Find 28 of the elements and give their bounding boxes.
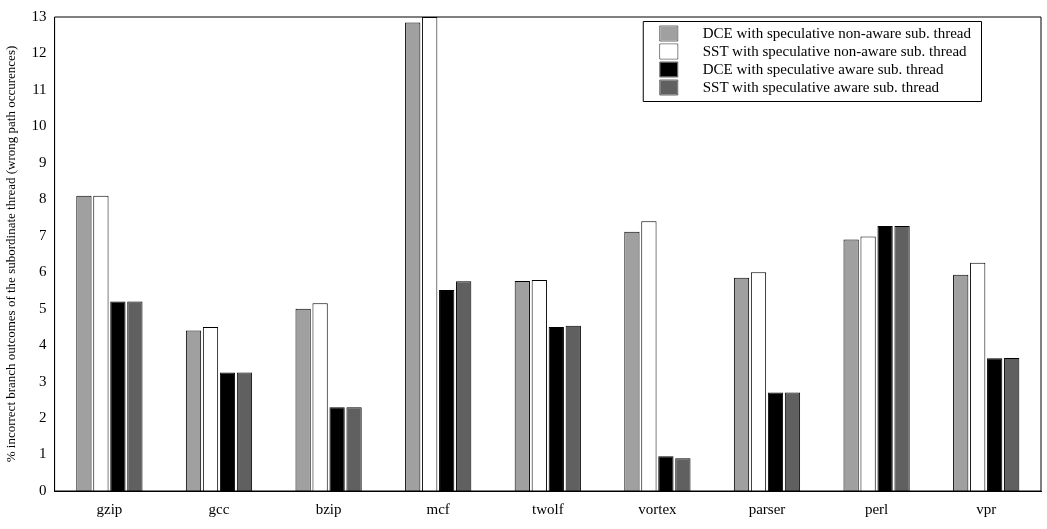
y-tick-label: 0 bbox=[39, 481, 47, 498]
y-tick-label: 13 bbox=[31, 7, 47, 24]
y-tick-label: 7 bbox=[39, 226, 48, 243]
x-tick-label: twolf bbox=[531, 500, 564, 517]
y-tick-label: 10 bbox=[31, 117, 47, 134]
x-tick-label: bzip bbox=[315, 500, 342, 517]
x-tick-label: gcc bbox=[208, 500, 230, 517]
x-tick-label: perl bbox=[864, 500, 889, 517]
x-tick-label: mcf bbox=[426, 500, 450, 517]
y-axis-title: % incorrect branch outcomes of the subordinate thread (wrong path occurences) bbox=[3, 45, 19, 463]
y-tick-label: 3 bbox=[39, 372, 47, 389]
y-tick-label: 1 bbox=[39, 445, 47, 462]
legend-label: SST with speculative aware sub. thread bbox=[702, 78, 940, 95]
y-tick-label: 8 bbox=[39, 190, 47, 207]
legend-label: DCE with speculative non-aware sub. thread bbox=[702, 24, 972, 41]
y-tick-label: 6 bbox=[39, 263, 48, 280]
y-tick-label: 11 bbox=[32, 80, 47, 97]
legend-label: DCE with speculative aware sub. thread bbox=[702, 60, 944, 77]
x-tick-label: gzip bbox=[96, 500, 123, 517]
x-tick-label: vortex bbox=[638, 500, 678, 517]
legend-label: SST with speculative non-aware sub. thread bbox=[702, 42, 968, 59]
x-tick-label: vpr bbox=[976, 500, 997, 517]
y-tick-label: 2 bbox=[39, 409, 47, 426]
y-tick-label: 12 bbox=[31, 44, 47, 61]
y-tick-label: 4 bbox=[39, 336, 48, 353]
y-tick-label: 5 bbox=[39, 299, 47, 316]
x-tick-label: parser bbox=[748, 500, 786, 517]
y-tick-label: 9 bbox=[39, 153, 47, 170]
